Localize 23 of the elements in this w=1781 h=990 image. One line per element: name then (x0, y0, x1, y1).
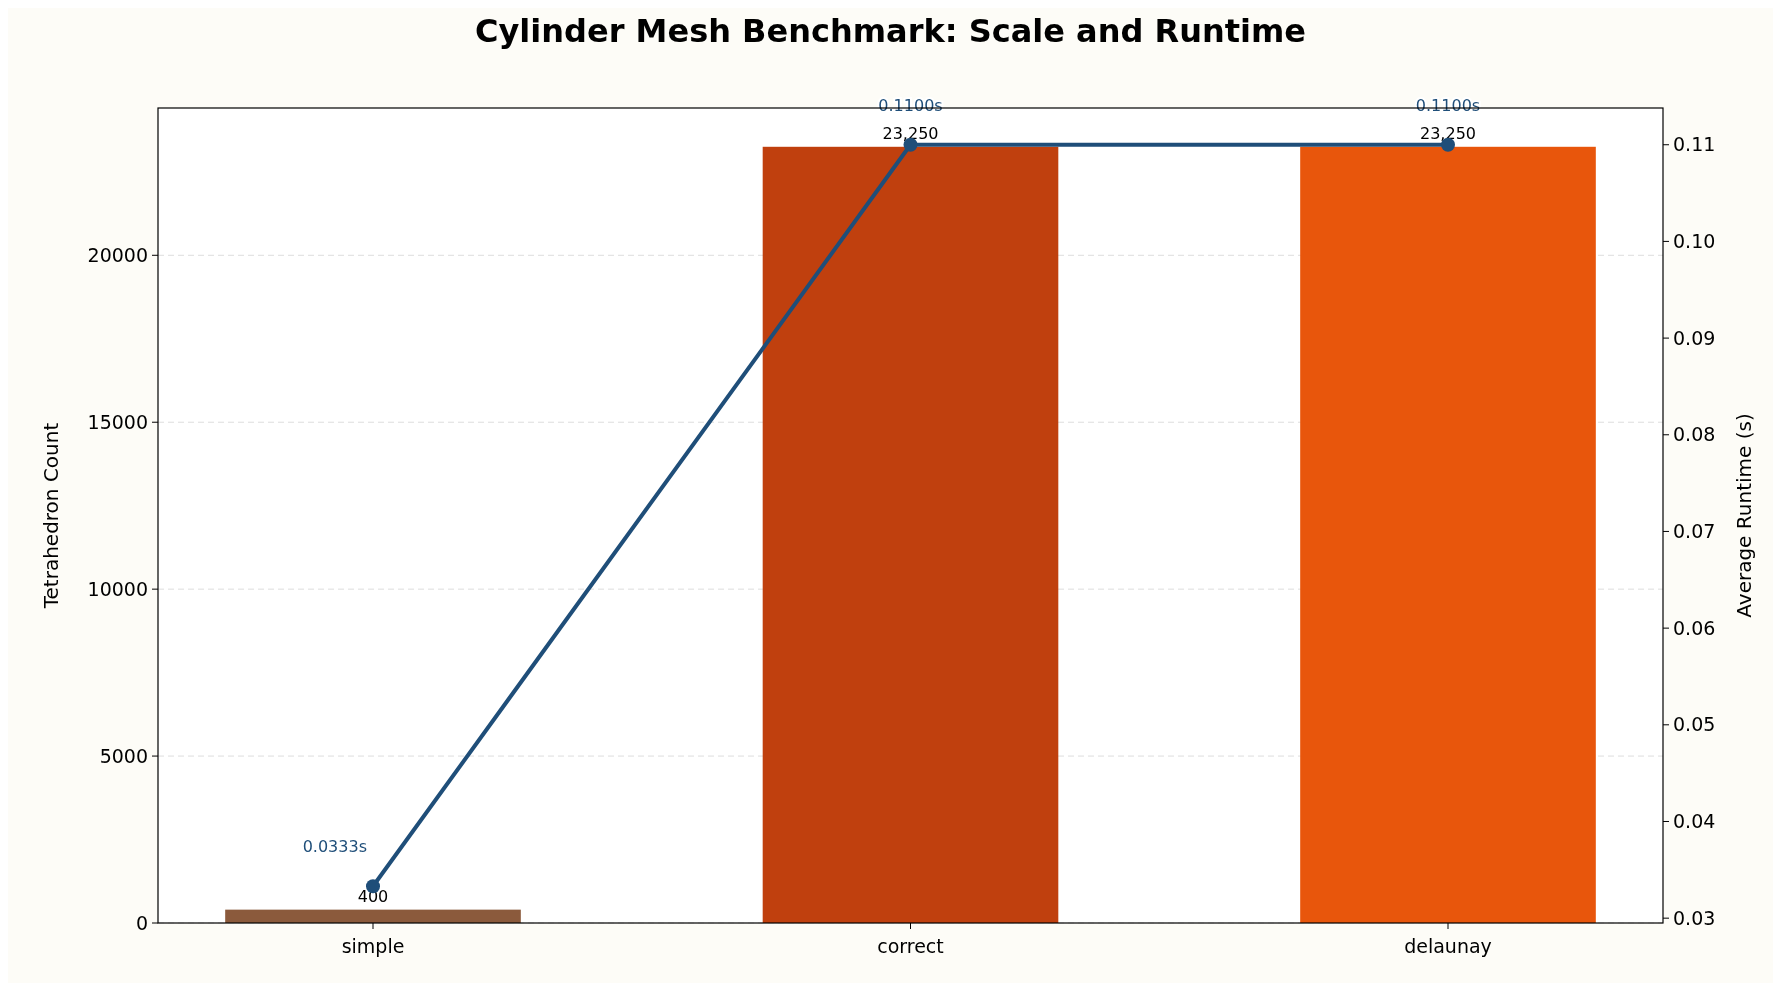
x-tick-label: simple (341, 935, 405, 957)
y2-tick-label: 0.05 (1673, 713, 1716, 736)
y2-tick-label: 0.11 (1673, 133, 1716, 156)
x-tick-label: delaunay (1404, 935, 1492, 957)
data-label: 23,250 (882, 123, 939, 143)
y-tick-label: 15000 (87, 410, 148, 433)
y2-axis-title: Average Runtime (s) (1732, 413, 1756, 618)
chart-title: Cylinder Mesh Benchmark: Scale and Runtime (474, 12, 1307, 50)
x-tick-label: correct (877, 935, 944, 957)
y2-tick-label: 0.09 (1673, 326, 1716, 349)
y2-tick-label: 0.06 (1673, 616, 1716, 639)
y2-tick-label: 0.03 (1673, 906, 1716, 929)
data-label: 0.0333s (302, 837, 367, 857)
y2-tick-label: 0.10 (1673, 230, 1716, 253)
y-axis-title: Tetrahedron Count (39, 422, 63, 610)
y-tick-label: 10000 (87, 577, 148, 600)
y-tick-label: 5000 (99, 744, 148, 767)
y2-tick-label: 0.08 (1673, 423, 1716, 446)
y-tick-label: 20000 (87, 243, 148, 266)
y-tick-label: 0 (135, 911, 148, 934)
data-label: 23,250 (1420, 123, 1476, 143)
y2-tick-label: 0.07 (1673, 520, 1716, 543)
y2-tick-label: 0.04 (1673, 810, 1716, 833)
